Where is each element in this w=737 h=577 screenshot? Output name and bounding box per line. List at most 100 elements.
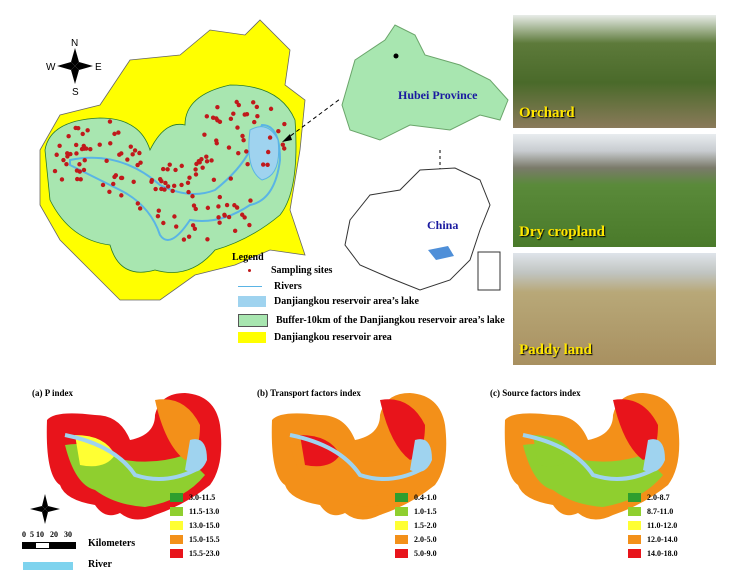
sampling-site [190, 223, 196, 228]
sampling-site [228, 116, 234, 122]
sampling-site [64, 162, 69, 167]
sampling-site [159, 186, 164, 192]
sampling-site [74, 151, 79, 156]
sampling-site [222, 212, 227, 218]
class-legend-item: 11.5-13.0 [170, 507, 219, 516]
class-swatch [170, 549, 183, 558]
class-swatch [395, 493, 408, 502]
sampling-site [265, 162, 270, 168]
sampling-site [209, 158, 214, 163]
sampling-site [231, 111, 236, 116]
photo-orchard: Orchard [513, 15, 716, 128]
sampling-site [171, 183, 177, 189]
class-legend-item: 11.0-12.0 [628, 521, 677, 530]
class-legend-item: 5.0-9.0 [395, 549, 437, 558]
sampling-site [112, 131, 117, 137]
sampling-site [130, 152, 135, 157]
sampling-site [240, 133, 245, 139]
china-label: China [427, 218, 459, 232]
sampling-site [217, 119, 223, 125]
class-swatch [628, 521, 641, 530]
sampling-site [226, 214, 232, 220]
sampling-site [276, 128, 281, 134]
sampling-site [280, 142, 286, 147]
sampling-site [193, 167, 198, 172]
sampling-site [156, 208, 161, 213]
class-swatch [628, 493, 641, 502]
sampling-site [170, 188, 175, 194]
sampling-site [52, 168, 58, 174]
class-label: 1.0-1.5 [414, 507, 437, 516]
scale-ticks: 0 5 10 20 30 [22, 530, 72, 539]
panel-map [271, 393, 447, 520]
sampling-site [97, 142, 102, 147]
sampling-site [200, 165, 205, 170]
sampling-site [59, 177, 65, 182]
sampling-site [216, 215, 221, 220]
sampling-site [73, 142, 79, 148]
sampling-site [107, 119, 113, 124]
sampling-site [199, 156, 204, 162]
legend-buffer: Buffer-10km of the Danjiangkou reservoir… [238, 314, 505, 327]
sampling-site [216, 204, 221, 209]
sampling-site [128, 144, 133, 149]
sampling-site [138, 160, 143, 165]
sampling-site [85, 128, 90, 133]
class-label: 15.0-15.5 [189, 535, 220, 544]
panel-map [504, 393, 680, 520]
photo-paddy-land: Paddy land [513, 253, 716, 365]
sampling-site [153, 186, 158, 192]
sampling-site [75, 176, 80, 182]
class-swatch [170, 521, 183, 530]
sampling-site [65, 151, 70, 156]
small-compass [30, 494, 60, 524]
class-label: 2.0-8.7 [647, 493, 670, 502]
sampling-site [282, 146, 287, 151]
class-legend-item: 1.0-1.5 [395, 507, 437, 516]
legend-reservoir-area: Danjiangkou reservoir area [238, 332, 392, 343]
sampling-site [205, 205, 211, 211]
class-legend-item: 12.0-14.0 [628, 535, 678, 544]
sampling-site [54, 152, 59, 157]
sampling-site [251, 100, 256, 105]
class-swatch [395, 535, 408, 544]
class-label: 0.4-1.0 [414, 493, 437, 502]
sampling-site [215, 104, 220, 110]
class-legend-item: 2.0-8.7 [628, 493, 670, 502]
photo-label: Dry cropland [519, 224, 605, 240]
class-label: 3.0-11.5 [189, 493, 216, 502]
class-label: 15.5-23.0 [189, 549, 220, 558]
sampling-site [252, 119, 257, 125]
sampling-site [267, 135, 273, 140]
class-legend-item: 0.4-1.0 [395, 493, 437, 502]
sampling-site [100, 182, 106, 188]
sampling-site [247, 222, 252, 228]
class-legend-item: 3.0-11.5 [170, 493, 215, 502]
sampling-site [160, 166, 166, 172]
legend-label: Rivers [274, 281, 302, 292]
sampling-site [125, 157, 130, 162]
sampling-site [80, 131, 85, 137]
class-legend-item: 15.0-15.5 [170, 535, 220, 544]
sampling-sites [52, 99, 287, 242]
sampling-site [224, 202, 230, 208]
sampling-site [244, 111, 250, 117]
legend-title: Legend [232, 252, 264, 263]
class-legend-item: 15.5-23.0 [170, 549, 220, 558]
sampling-site [111, 181, 116, 187]
sampling-site [193, 172, 199, 177]
sampling-site [161, 220, 166, 226]
class-legend-item: 8.7-11.0 [628, 507, 673, 516]
class-swatch [395, 507, 408, 516]
legend-label: Danjiangkou reservoir area [274, 332, 392, 343]
sampling-site [186, 234, 192, 239]
panel-title: (b) Transport factors index [257, 388, 361, 398]
legend-lake: Danjiangkou reservoir area’s lake [238, 296, 419, 307]
sampling-site [265, 149, 271, 155]
sampling-site [131, 179, 136, 185]
sampling-site [165, 184, 171, 189]
sampling-site [179, 182, 184, 188]
class-swatch [628, 535, 641, 544]
sampling-site [228, 176, 233, 181]
sampling-site [244, 149, 249, 154]
